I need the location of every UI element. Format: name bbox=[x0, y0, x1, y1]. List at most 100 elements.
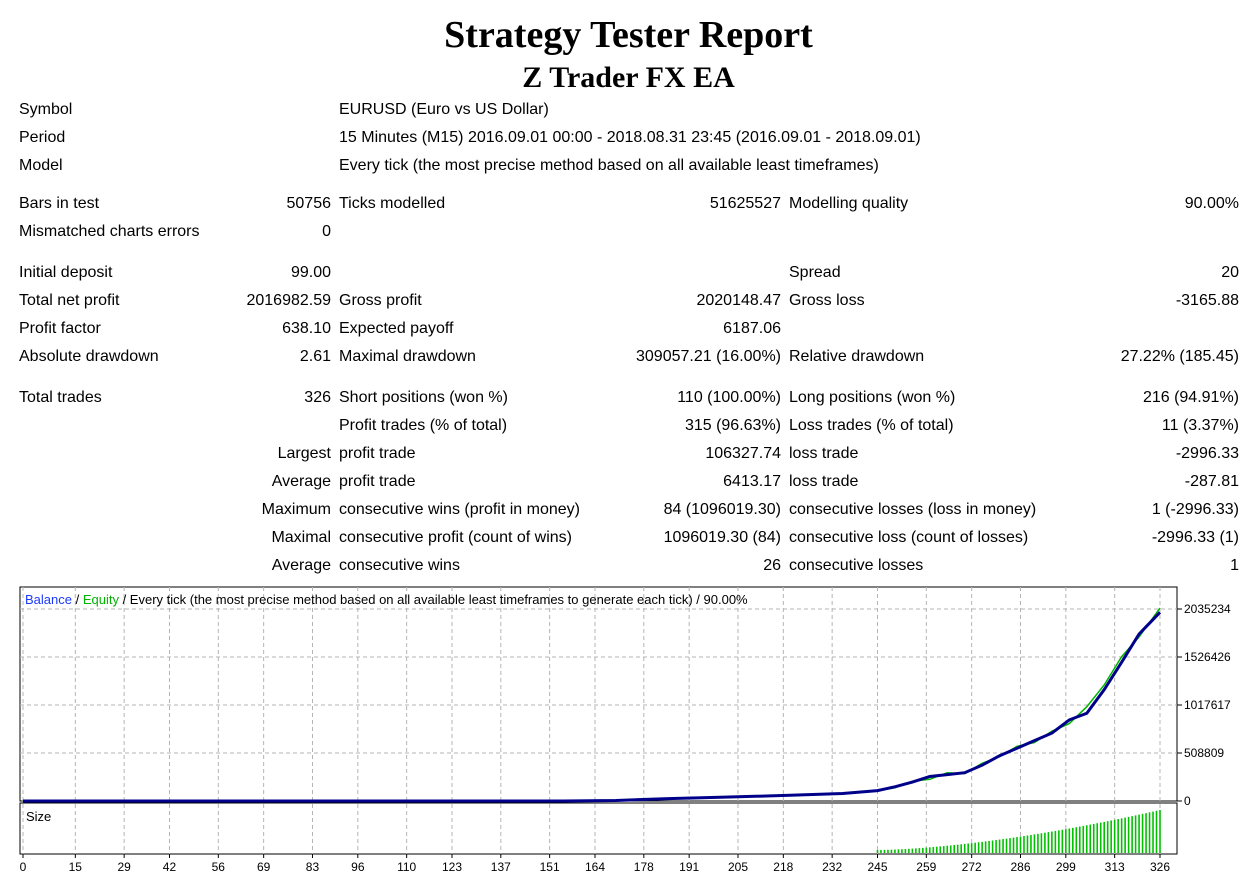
row-profit-factor: Profit factor 638.10 Expected payoff 6187.… bbox=[15, 315, 1243, 343]
x-tick-label: 69 bbox=[257, 860, 271, 874]
average-consecutive-label: Average bbox=[271, 557, 331, 574]
x-tick-label: 15 bbox=[69, 860, 83, 874]
largest-profit-label: profit trade bbox=[339, 445, 416, 462]
maximal-loss-label: consecutive loss (count of losses) bbox=[789, 529, 1029, 546]
legend-equity: Equity bbox=[83, 592, 120, 607]
deposit-label: Initial deposit bbox=[19, 264, 113, 281]
maximal-drawdown-label: Maximal drawdown bbox=[339, 348, 476, 365]
absolute-drawdown-label: Absolute drawdown bbox=[19, 348, 159, 365]
expected-payoff-value: 6187.06 bbox=[723, 320, 781, 337]
row-maximal: Maximal consecutive profit (count of win… bbox=[15, 524, 1243, 552]
row-period: Period 15 Minutes (M15) 2016.09.01 00:00… bbox=[15, 124, 1243, 152]
total-trades-label: Total trades bbox=[19, 389, 102, 406]
maximal-profit-label: consecutive profit (count of wins) bbox=[339, 529, 572, 546]
row-net-profit: Total net profit 2016982.59 Gross profit 2… bbox=[15, 287, 1243, 315]
model-value: Every tick (the most precise method base… bbox=[339, 157, 879, 174]
avg-wins-value: 26 bbox=[763, 557, 781, 574]
max-wins-value: 84 (1096019.30) bbox=[663, 501, 781, 518]
row-model: Model Every tick (the most precise metho… bbox=[15, 152, 1243, 180]
expected-payoff-label: Expected payoff bbox=[339, 320, 454, 337]
legend-description: / Every tick (the most precise method ba… bbox=[119, 592, 748, 607]
x-tick-label: 137 bbox=[491, 860, 511, 874]
largest-loss-label: loss trade bbox=[789, 445, 859, 462]
gross-loss-label: Gross loss bbox=[789, 292, 865, 309]
row-profit-trades: Profit trades (% of total) 315 (96.63%) L… bbox=[15, 412, 1243, 440]
profit-factor-value: 638.10 bbox=[282, 320, 331, 337]
x-tick-label: 286 bbox=[1010, 860, 1030, 874]
largest-label: Largest bbox=[277, 445, 331, 462]
x-tick-label: 83 bbox=[306, 860, 320, 874]
x-tick-label: 96 bbox=[351, 860, 365, 874]
legend-balance: Balance bbox=[25, 592, 72, 607]
period-label: Period bbox=[19, 129, 66, 146]
max-losses-value: 1 (-2996.33) bbox=[1151, 501, 1239, 518]
report-subtitle: Z Trader FX EA bbox=[522, 61, 735, 94]
short-positions-label: Short positions (won %) bbox=[339, 389, 508, 406]
size-plot-frame bbox=[19, 802, 1178, 855]
maximal-profit-value: 1096019.30 (84) bbox=[663, 529, 781, 546]
x-tick-label: 205 bbox=[728, 860, 748, 874]
average-profit-label: profit trade bbox=[339, 473, 416, 490]
row-bars: Bars in test 50756 Ticks modelled 51625527… bbox=[15, 190, 1243, 218]
absolute-drawdown-value: 2.61 bbox=[299, 348, 331, 365]
x-tick-label: 29 bbox=[117, 860, 131, 874]
x-tick-label: 178 bbox=[634, 860, 654, 874]
profit-factor-label: Profit factor bbox=[19, 320, 101, 337]
spread-value: 20 bbox=[1221, 264, 1239, 281]
short-positions-value: 110 (100.00%) bbox=[677, 389, 781, 406]
row-average: Average profit trade 6413.17 loss trade -… bbox=[15, 468, 1243, 496]
row-maximum: Maximum consecutive wins (profit in mone… bbox=[15, 496, 1243, 524]
gross-profit-label: Gross profit bbox=[339, 292, 422, 309]
x-tick-label: 164 bbox=[585, 860, 605, 874]
max-losses-label: consecutive losses (loss in money) bbox=[789, 501, 1037, 518]
net-profit-value: 2016982.59 bbox=[246, 292, 331, 309]
x-tick-label: 232 bbox=[822, 860, 842, 874]
maximal-drawdown-value: 309057.21 (16.00%) bbox=[636, 348, 781, 365]
gross-loss-value: -3165.88 bbox=[1175, 292, 1239, 309]
x-tick-label: 42 bbox=[163, 860, 177, 874]
row-mismatch: Mismatched charts errors 0 bbox=[15, 218, 1243, 246]
net-profit-label: Total net profit bbox=[19, 292, 120, 309]
symbol-label: Symbol bbox=[19, 101, 73, 118]
spread-label: Spread bbox=[789, 264, 841, 281]
row-largest: Largest profit trade 106327.74 loss trade… bbox=[15, 440, 1243, 468]
total-trades-value: 326 bbox=[304, 389, 331, 406]
period-value: 15 Minutes (M15) 2016.09.01 00:00 - 2018… bbox=[339, 129, 921, 146]
row-total-trades: Total trades 326 Short positions (won %) 1… bbox=[15, 384, 1243, 412]
largest-loss-value: -2996.33 bbox=[1175, 445, 1239, 462]
relative-drawdown-value: 27.22% (185.45) bbox=[1120, 348, 1239, 365]
row-drawdown: Absolute drawdown 2.61 Maximal drawdown 30… bbox=[15, 343, 1243, 371]
x-tick-label: 299 bbox=[1056, 860, 1076, 874]
row-deposit: Initial deposit 99.00 Spread 20 bbox=[15, 259, 1243, 287]
row-average-consecutive: Average consecutive wins 26 consecutive l… bbox=[15, 552, 1243, 580]
x-tick-label: 326 bbox=[1150, 860, 1170, 874]
x-tick-label: 123 bbox=[442, 860, 462, 874]
y-tick-label: 0 bbox=[1184, 794, 1191, 808]
main-plot-frame bbox=[19, 586, 1178, 802]
chart-legend: Balance / Equity / Every tick (the most … bbox=[25, 592, 748, 607]
relative-drawdown-label: Relative drawdown bbox=[789, 348, 925, 365]
ticks-label: Ticks modelled bbox=[339, 195, 446, 212]
x-tick-label: 259 bbox=[916, 860, 936, 874]
max-wins-label: consecutive wins (profit in money) bbox=[339, 501, 580, 518]
profit-trades-value: 315 (96.63%) bbox=[684, 417, 781, 434]
quality-value: 90.00% bbox=[1184, 195, 1239, 212]
mismatch-label: Mismatched charts errors bbox=[19, 223, 200, 240]
y-tick-label: 2035234 bbox=[1184, 602, 1231, 616]
size-label: Size bbox=[26, 809, 51, 824]
page-title: Strategy Tester Report bbox=[444, 14, 813, 56]
maximal-loss-value: -2996.33 (1) bbox=[1151, 529, 1239, 546]
y-tick-label: 508809 bbox=[1184, 746, 1224, 760]
x-tick-label: 0 bbox=[20, 860, 27, 874]
average-profit-value: 6413.17 bbox=[723, 473, 781, 490]
ticks-value: 51625527 bbox=[709, 195, 781, 212]
profit-trades-label: Profit trades (% of total) bbox=[339, 417, 508, 434]
maximum-label: Maximum bbox=[261, 501, 331, 518]
deposit-value: 99.00 bbox=[290, 264, 331, 281]
average-loss-label: loss trade bbox=[789, 473, 859, 490]
loss-trades-value: 11 (3.37%) bbox=[1161, 417, 1239, 434]
avg-losses-value: 1 bbox=[1230, 557, 1239, 574]
long-positions-label: Long positions (won %) bbox=[789, 389, 956, 406]
model-label: Model bbox=[19, 157, 63, 174]
y-tick-label: 1017617 bbox=[1184, 698, 1231, 712]
